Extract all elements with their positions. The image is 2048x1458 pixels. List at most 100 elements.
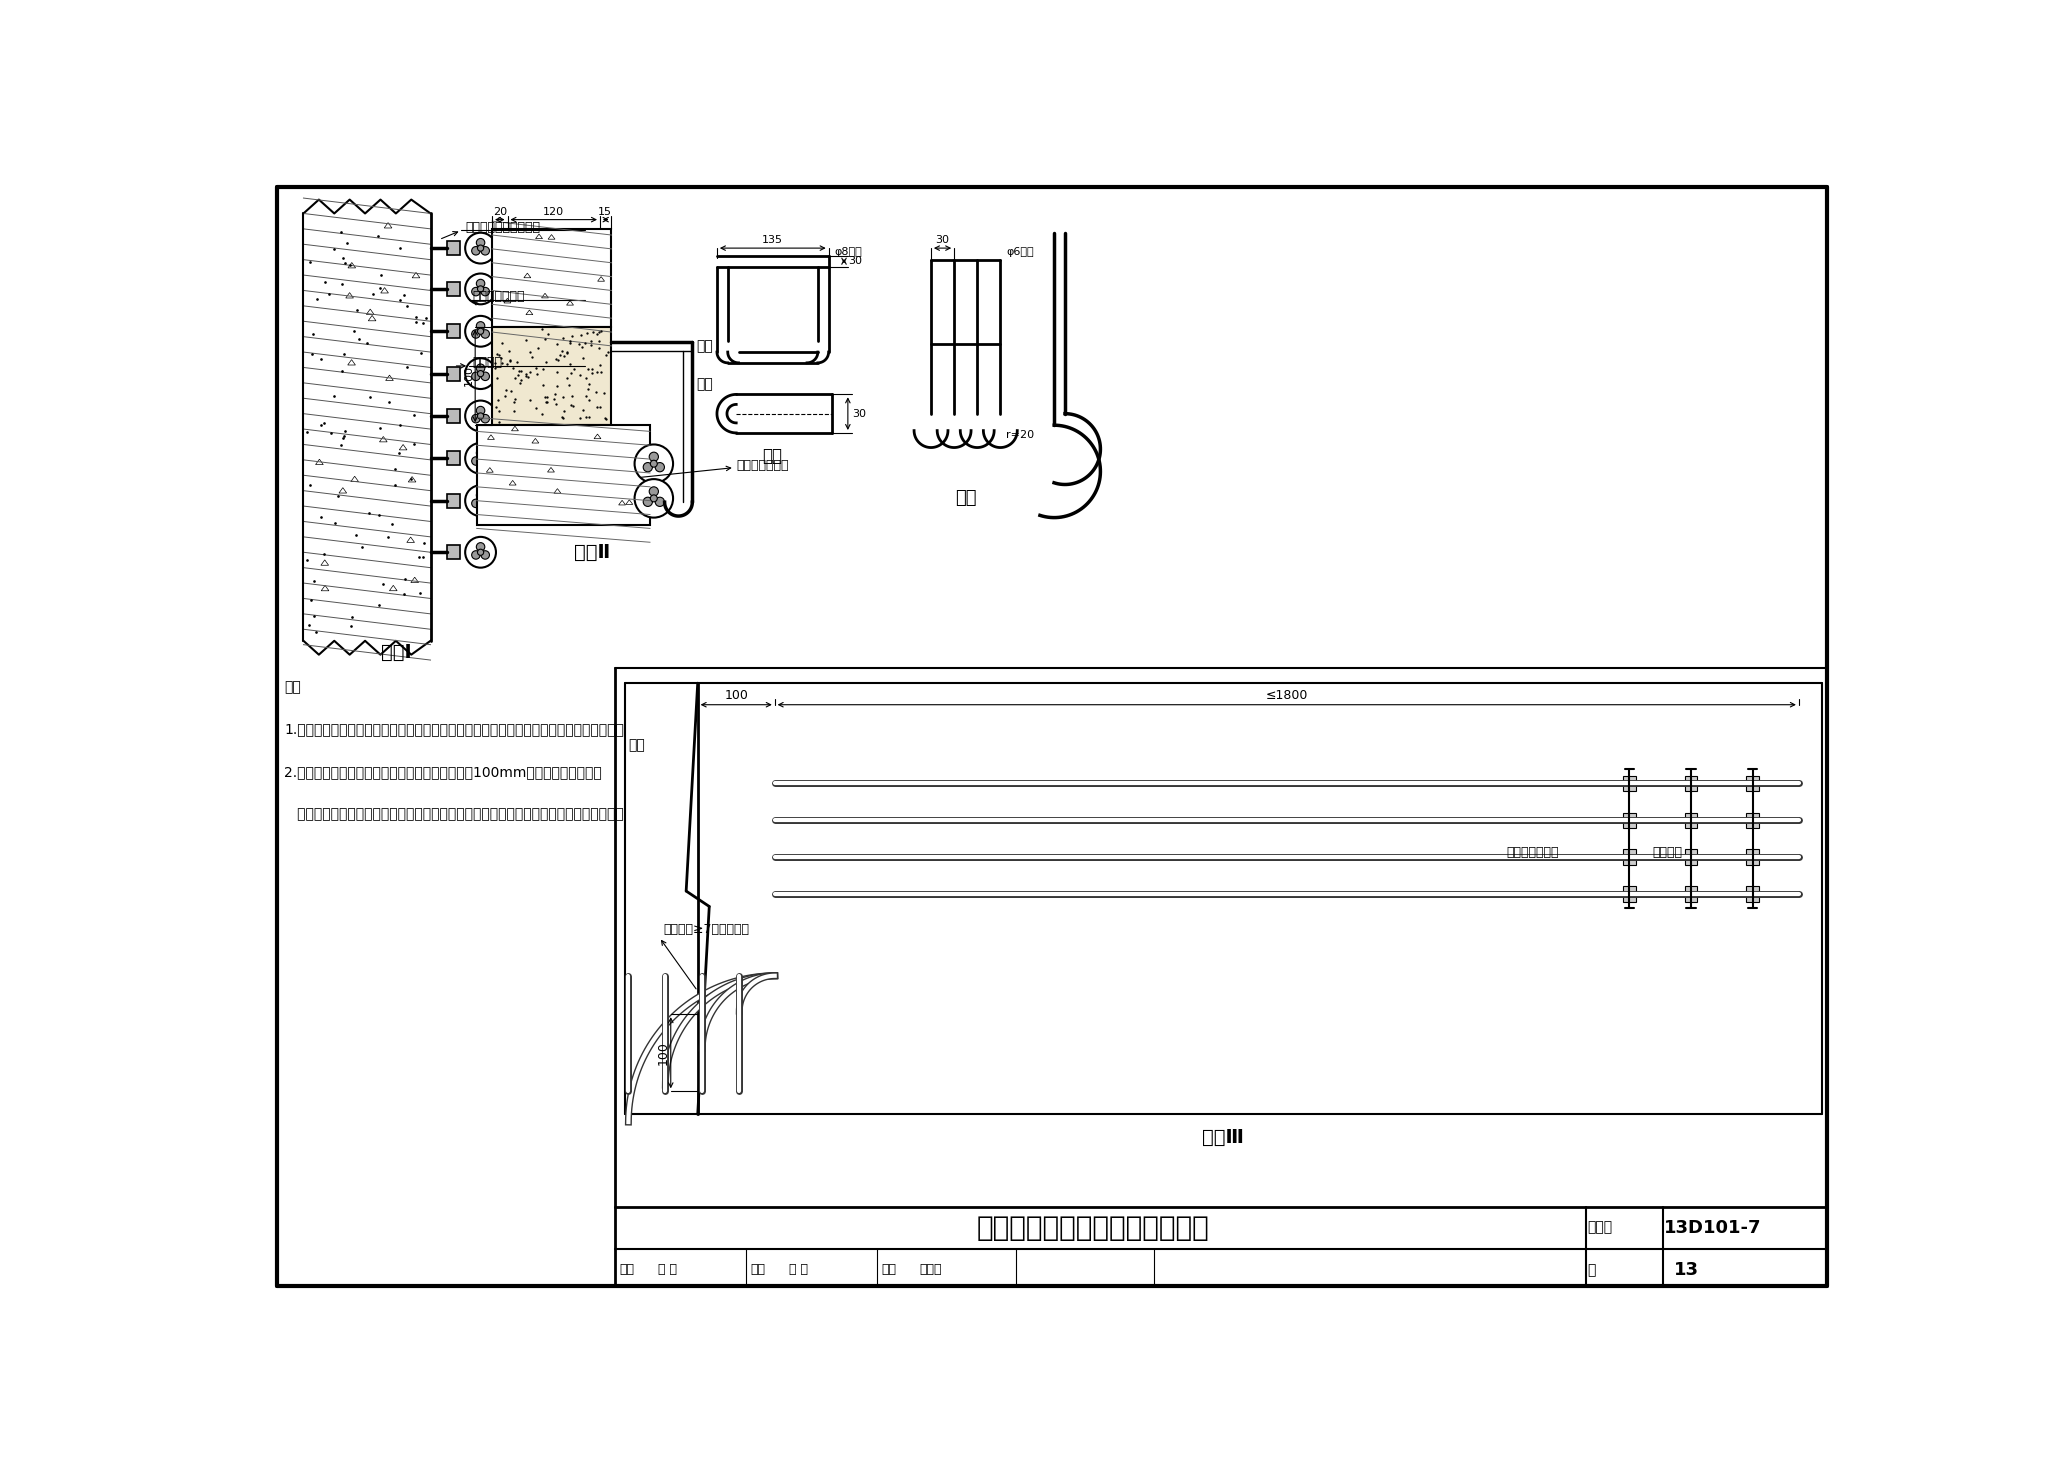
Circle shape <box>465 233 496 264</box>
Text: 15: 15 <box>598 207 612 217</box>
Circle shape <box>465 443 496 474</box>
Text: r=20: r=20 <box>1006 430 1034 440</box>
Circle shape <box>465 274 496 305</box>
Circle shape <box>477 364 485 372</box>
Circle shape <box>471 372 479 381</box>
Circle shape <box>477 370 483 376</box>
Bar <box>1686 776 1698 790</box>
Circle shape <box>477 286 483 292</box>
Circle shape <box>477 413 483 418</box>
Circle shape <box>481 414 489 423</box>
Circle shape <box>477 455 483 461</box>
Text: 电缆卡子: 电缆卡子 <box>1653 846 1683 859</box>
Text: ≤1800: ≤1800 <box>1266 690 1309 701</box>
Text: 135: 135 <box>762 235 782 245</box>
Circle shape <box>477 449 485 458</box>
Text: 20: 20 <box>494 207 508 217</box>
Bar <box>1747 886 1759 903</box>
Text: 挂钩: 挂钩 <box>762 448 782 465</box>
Text: 挂架: 挂架 <box>696 378 713 391</box>
Bar <box>1624 776 1636 790</box>
Circle shape <box>471 287 479 296</box>
Text: 弯曲半径≥7倍电缆外径: 弯曲半径≥7倍电缆外径 <box>664 923 750 936</box>
Text: 膨胀螺栓、螺母、垫圈: 膨胀螺栓、螺母、垫圈 <box>465 220 541 233</box>
Text: 校对: 校对 <box>750 1264 766 1276</box>
Circle shape <box>481 372 489 381</box>
Bar <box>446 367 461 381</box>
Polygon shape <box>492 229 612 327</box>
Circle shape <box>477 245 483 251</box>
Circle shape <box>635 445 674 483</box>
Circle shape <box>649 452 659 461</box>
Circle shape <box>477 280 485 287</box>
Circle shape <box>477 239 485 246</box>
Circle shape <box>471 499 479 507</box>
Text: 页: 页 <box>1587 1263 1595 1277</box>
Bar <box>446 545 461 560</box>
Circle shape <box>477 497 483 504</box>
Circle shape <box>471 456 479 465</box>
Text: 设计: 设计 <box>881 1264 895 1276</box>
Circle shape <box>649 487 659 496</box>
Circle shape <box>643 497 653 506</box>
Bar <box>1747 850 1759 865</box>
Bar <box>1686 812 1698 828</box>
Circle shape <box>471 330 479 338</box>
Text: φ6圆钢: φ6圆钢 <box>1006 246 1034 257</box>
Text: 方案Ⅱ: 方案Ⅱ <box>573 542 610 561</box>
Bar <box>1747 776 1759 790</box>
Circle shape <box>481 330 489 338</box>
Bar <box>446 281 461 296</box>
Circle shape <box>477 491 485 500</box>
Bar <box>446 452 461 465</box>
Circle shape <box>471 551 479 560</box>
Text: φ8圆钢: φ8圆钢 <box>836 246 862 257</box>
Text: 孙 兰: 孙 兰 <box>657 1264 676 1276</box>
Circle shape <box>643 462 653 472</box>
Text: 30: 30 <box>848 257 862 267</box>
Circle shape <box>477 328 483 334</box>
Text: 2.转弯处，电缆弯曲半径应符合要求，在弯头两侧100mm处用电缆卡子固定。: 2.转弯处，电缆弯曲半径应符合要求，在弯头两侧100mm处用电缆卡子固定。 <box>285 764 602 779</box>
Bar <box>1624 886 1636 903</box>
Text: 胡大伟: 胡大伟 <box>920 1264 942 1276</box>
Bar <box>1624 812 1636 828</box>
Polygon shape <box>477 426 649 525</box>
Bar <box>446 494 461 507</box>
Circle shape <box>465 537 496 567</box>
Bar <box>446 324 461 338</box>
Text: 30: 30 <box>852 408 866 418</box>
Text: 30: 30 <box>936 235 950 245</box>
Text: 挂钩: 挂钩 <box>696 338 713 353</box>
Circle shape <box>471 246 479 255</box>
Bar <box>446 410 461 423</box>
Circle shape <box>465 359 496 389</box>
Bar <box>1747 812 1759 828</box>
Circle shape <box>471 414 479 423</box>
Text: 方案Ⅰ: 方案Ⅰ <box>381 643 412 662</box>
Text: 姜 华: 姜 华 <box>788 1264 807 1276</box>
Bar <box>446 241 461 255</box>
Text: 方案Ⅲ: 方案Ⅲ <box>1202 1128 1243 1147</box>
Circle shape <box>477 322 485 330</box>
Circle shape <box>655 462 664 472</box>
Circle shape <box>465 401 496 432</box>
Text: 100: 100 <box>465 364 473 386</box>
Text: 120: 120 <box>543 207 565 217</box>
Text: 电缆卡子: 电缆卡子 <box>473 356 504 369</box>
Text: 13: 13 <box>1673 1261 1700 1279</box>
Text: 铝合金铠装电缆: 铝合金铠装电缆 <box>1505 846 1559 859</box>
Text: 1.电缆沿墙面及平顶敷设时，应固定牢靠，敷设应整齐美观．其固定间距符合本图集要求。: 1.电缆沿墙面及平顶敷设时，应固定牢靠，敷设应整齐美观．其固定间距符合本图集要求… <box>285 722 625 736</box>
Circle shape <box>477 407 485 416</box>
Bar <box>492 328 612 426</box>
Text: 墙面: 墙面 <box>629 738 645 752</box>
Text: 13D101-7: 13D101-7 <box>1665 1219 1761 1236</box>
Bar <box>1686 886 1698 903</box>
Bar <box>1624 850 1636 865</box>
Bar <box>303 213 430 642</box>
Circle shape <box>481 456 489 465</box>
Bar <box>1686 850 1698 865</box>
Circle shape <box>481 499 489 507</box>
Text: 注：: 注： <box>285 679 301 694</box>
Circle shape <box>481 287 489 296</box>
Circle shape <box>635 480 674 518</box>
